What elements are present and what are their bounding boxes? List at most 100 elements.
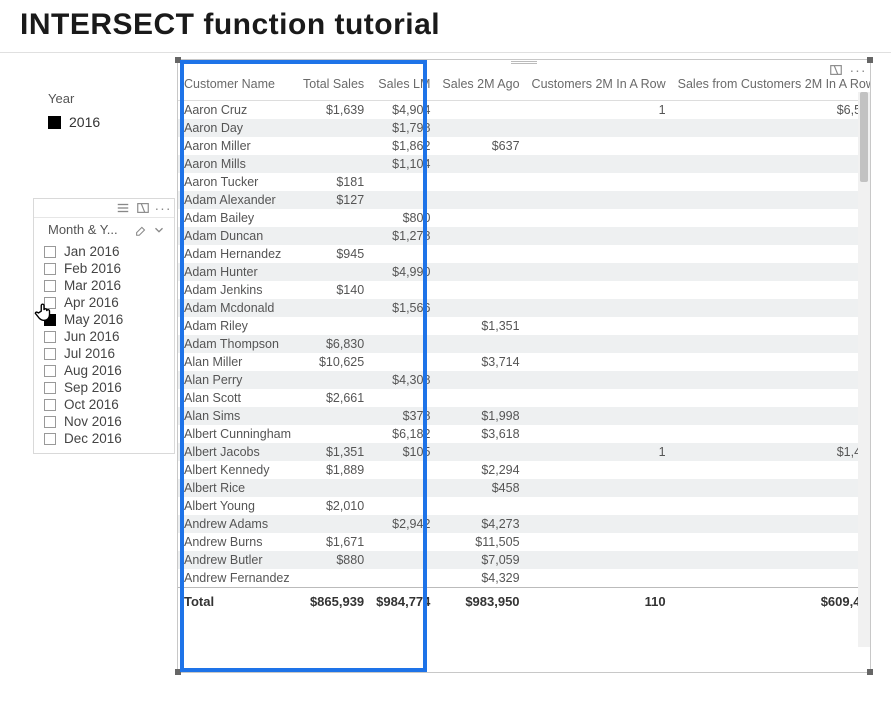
more-options-icon[interactable]: ··· <box>156 201 170 215</box>
checkbox-icon <box>44 399 56 411</box>
table-row[interactable]: Andrew Adams$2,942$4,273 <box>178 515 870 533</box>
cell-name: Alan Perry <box>178 371 297 389</box>
table-row[interactable]: Adam Bailey$800 <box>178 209 870 227</box>
table-row[interactable]: Adam Jenkins$140 <box>178 281 870 299</box>
cell-c2m <box>526 389 672 407</box>
month-item-label: Feb 2016 <box>64 261 121 276</box>
table-row[interactable]: Adam Mcdonald$1,566 <box>178 299 870 317</box>
eraser-icon[interactable] <box>134 223 148 237</box>
table-row[interactable]: Adam Alexander$127 <box>178 191 870 209</box>
month-list: Jan 2016Feb 2016Mar 2016Apr 2016May 2016… <box>34 241 174 453</box>
checkbox-icon <box>44 382 56 394</box>
month-item[interactable]: Jul 2016 <box>40 345 174 362</box>
cell-name: Aaron Cruz <box>178 101 297 120</box>
cell-sales2mago <box>436 389 525 407</box>
table-row[interactable]: Albert Rice$458 <box>178 479 870 497</box>
table-row[interactable]: Albert Jacobs$1,351$1051$1,456 <box>178 443 870 461</box>
list-icon[interactable] <box>116 201 130 215</box>
table-row[interactable]: Alan Miller$10,625$3,714 <box>178 353 870 371</box>
month-item[interactable]: Nov 2016 <box>40 413 174 430</box>
table-row[interactable]: Aaron Miller$1,862$637 <box>178 137 870 155</box>
table-row[interactable]: Adam Duncan$1,278 <box>178 227 870 245</box>
month-slicer-visual[interactable]: ··· Month & Y... Jan 2016Feb 2016Mar 201… <box>33 198 175 454</box>
cell-s2m: $6,543 <box>672 101 870 120</box>
month-item[interactable]: Apr 2016 <box>40 294 174 311</box>
month-item[interactable]: Jan 2016 <box>40 243 174 260</box>
cell-name: Aaron Day <box>178 119 297 137</box>
table-row[interactable]: Aaron Cruz$1,639$4,9041$6,543 <box>178 101 870 120</box>
cell-totalsales <box>297 155 370 173</box>
cell-s2m <box>672 263 870 281</box>
cell-sales2mago: $11,505 <box>436 533 525 551</box>
column-header[interactable]: Sales from Customers 2M In A Row <box>672 68 870 101</box>
cell-totalsales <box>297 137 370 155</box>
table-row[interactable]: Aaron Mills$1,104 <box>178 155 870 173</box>
column-header[interactable]: Customers 2M In A Row <box>526 68 672 101</box>
totals-c2m: 110 <box>526 588 672 616</box>
table-row[interactable]: Albert Kennedy$1,889$2,294 <box>178 461 870 479</box>
cell-s2m <box>672 191 870 209</box>
month-item[interactable]: Oct 2016 <box>40 396 174 413</box>
column-header[interactable]: Customer Name <box>178 68 297 101</box>
table-row[interactable]: Adam Hunter$4,990 <box>178 263 870 281</box>
checkbox-icon <box>44 348 56 360</box>
month-item[interactable]: Jun 2016 <box>40 328 174 345</box>
cell-name: Aaron Tucker <box>178 173 297 191</box>
table-row[interactable]: Adam Thompson$6,830 <box>178 335 870 353</box>
cell-sales2mago <box>436 245 525 263</box>
cell-sales2mago: $2,294 <box>436 461 525 479</box>
year-item[interactable]: 2016 <box>48 112 168 132</box>
cell-name: Albert Kennedy <box>178 461 297 479</box>
table-visual[interactable]: ··· Customer NameTotal SalesSales LMSale… <box>177 59 871 673</box>
month-slicer-field-header[interactable]: Month & Y... <box>34 218 174 241</box>
table-row[interactable]: Adam Riley$1,351 <box>178 317 870 335</box>
cell-totalsales <box>297 119 370 137</box>
visual-drag-grip[interactable]: ··· <box>178 60 870 68</box>
table-row[interactable]: Alan Sims$378$1,998 <box>178 407 870 425</box>
cell-c2m <box>526 479 672 497</box>
table-row[interactable]: Aaron Tucker$181 <box>178 173 870 191</box>
month-item[interactable]: Mar 2016 <box>40 277 174 294</box>
cell-name: Adam Mcdonald <box>178 299 297 317</box>
cell-name: Andrew Fernandez <box>178 569 297 588</box>
cell-sales2mago: $3,618 <box>436 425 525 443</box>
table-row[interactable]: Alan Perry$4,308 <box>178 371 870 389</box>
cell-totalsales: $127 <box>297 191 370 209</box>
month-item[interactable]: Feb 2016 <box>40 260 174 277</box>
table-row[interactable]: Albert Young$2,010 <box>178 497 870 515</box>
report-canvas: Year 2016 ··· Month & Y... Jan 2 <box>0 52 891 692</box>
column-header[interactable]: Total Sales <box>297 68 370 101</box>
month-item[interactable]: Aug 2016 <box>40 362 174 379</box>
chevron-down-icon[interactable] <box>152 223 166 237</box>
vertical-scrollbar[interactable] <box>858 92 870 647</box>
cell-c2m <box>526 191 672 209</box>
cell-sales2mago: $458 <box>436 479 525 497</box>
table-row[interactable]: Andrew Butler$880$7,059 <box>178 551 870 569</box>
table-row[interactable]: Albert Cunningham$6,182$3,618 <box>178 425 870 443</box>
cell-saleslm: $378 <box>370 407 436 425</box>
cell-c2m <box>526 497 672 515</box>
table-row[interactable]: Andrew Burns$1,671$11,505 <box>178 533 870 551</box>
month-item-label: Aug 2016 <box>64 363 122 378</box>
cell-s2m <box>672 407 870 425</box>
resize-handle[interactable] <box>175 669 181 675</box>
table-row[interactable]: Andrew Fernandez $4,329 <box>178 569 870 588</box>
month-item[interactable]: Dec 2016 <box>40 430 174 447</box>
cell-sales2mago: $4,329 <box>436 569 525 588</box>
month-item[interactable]: Sep 2016 <box>40 379 174 396</box>
scrollbar-thumb[interactable] <box>860 92 868 182</box>
resize-handle[interactable] <box>867 669 873 675</box>
cell-name: Aaron Mills <box>178 155 297 173</box>
table-row[interactable]: Alan Scott$2,661 <box>178 389 870 407</box>
cell-saleslm <box>370 533 436 551</box>
table-row[interactable]: Adam Hernandez$945 <box>178 245 870 263</box>
cell-c2m <box>526 227 672 245</box>
table-row[interactable]: Aaron Day$1,798 <box>178 119 870 137</box>
month-slicer-title: Month & Y... <box>48 222 118 237</box>
column-header[interactable]: Sales 2M Ago <box>436 68 525 101</box>
focus-mode-icon[interactable] <box>136 201 150 215</box>
column-header[interactable]: Sales LM <box>370 68 436 101</box>
cell-saleslm <box>370 245 436 263</box>
year-item-label: 2016 <box>69 114 100 130</box>
month-item[interactable]: May 2016 <box>40 311 174 328</box>
